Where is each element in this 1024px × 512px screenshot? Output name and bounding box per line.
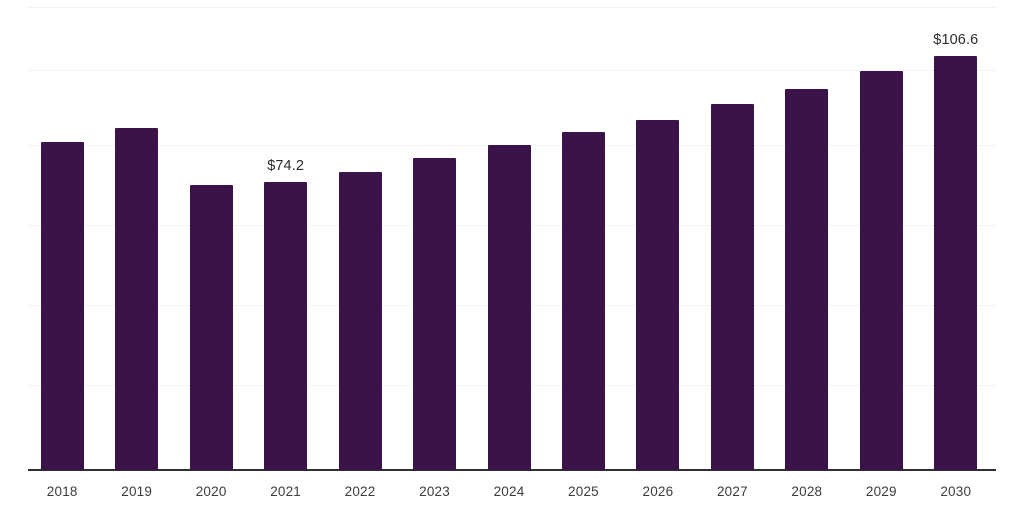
- bar[interactable]: [561, 132, 605, 470]
- bar[interactable]: [413, 158, 457, 470]
- x-tick-label-2026: 2026: [642, 484, 674, 499]
- x-tick-label-2023: 2023: [419, 484, 450, 499]
- x-tick-label-2018: 2018: [46, 484, 78, 499]
- bar[interactable]: [115, 127, 159, 470]
- bar[interactable]: [338, 172, 382, 470]
- bar-column[interactable]: [413, 0, 457, 470]
- bar-column[interactable]: $106.6: [933, 0, 979, 470]
- bar-column[interactable]: [487, 0, 531, 470]
- bar[interactable]: [636, 120, 680, 470]
- bar-column[interactable]: [40, 0, 84, 470]
- bar[interactable]: [934, 55, 978, 470]
- bar-column[interactable]: [710, 0, 754, 470]
- bar-column[interactable]: [115, 0, 159, 470]
- bar[interactable]: [710, 103, 754, 470]
- x-tick-label-2027: 2027: [716, 484, 748, 499]
- gridline: [28, 70, 996, 71]
- bar[interactable]: [785, 88, 829, 470]
- x-tick-label-2022: 2022: [344, 484, 376, 499]
- bar-column[interactable]: [561, 0, 605, 470]
- x-tick-label-2020: 2020: [195, 484, 227, 499]
- x-tick-label-2029: 2029: [865, 484, 897, 499]
- bar-column[interactable]: [189, 0, 233, 470]
- x-tick-label-2021: 2021: [270, 484, 302, 499]
- x-axis-line: [28, 469, 996, 471]
- bar[interactable]: [189, 184, 233, 470]
- x-tick-label-2019: 2019: [121, 484, 153, 499]
- bar-column[interactable]: $74.2: [264, 0, 308, 470]
- gridline: [28, 7, 996, 8]
- bar[interactable]: [264, 181, 308, 470]
- x-tick-label-2024: 2024: [493, 484, 525, 499]
- x-tick-label-2025: 2025: [568, 484, 599, 499]
- bar-value-label: $74.2: [267, 157, 305, 174]
- bar[interactable]: [859, 71, 903, 470]
- x-tick-label-2030: 2030: [940, 484, 972, 499]
- bar-column[interactable]: [785, 0, 829, 470]
- bars-layer: $74.2 $106.6: [40, 0, 979, 470]
- bar-column[interactable]: [859, 0, 903, 470]
- bar-value-label: $106.6: [933, 31, 979, 48]
- x-axis-tick-labels: 2018 2019 2020 2021 2022 2023 2024 2025 2026 2027…: [0, 470, 1024, 512]
- bar-column[interactable]: [338, 0, 382, 470]
- bar-column[interactable]: [636, 0, 680, 470]
- bar[interactable]: [487, 144, 531, 470]
- x-tick-label-2028: 2028: [791, 484, 823, 499]
- bar[interactable]: [40, 141, 84, 470]
